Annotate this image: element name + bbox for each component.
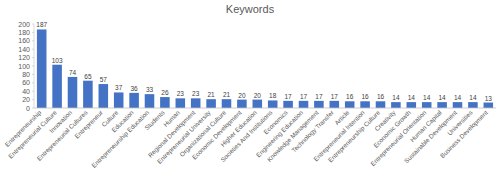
data-label: 36 xyxy=(130,85,138,92)
data-label: 187 xyxy=(36,21,47,28)
tick-label: 120 xyxy=(18,54,30,61)
tick-label: 0 xyxy=(26,105,30,112)
data-labels: 187 103 74 65 57 37 36 33 26 23 23 21 21 20 20 18 17 17 17… xyxy=(36,21,492,101)
tick-label: 200 xyxy=(18,21,30,28)
tick-label: 80 xyxy=(22,71,30,78)
chart-title: Keywords xyxy=(226,3,275,15)
data-label: 14 xyxy=(408,94,416,101)
category-label: Entrepreneurial Culture xyxy=(7,108,59,160)
data-label: 13 xyxy=(485,95,493,102)
bar xyxy=(99,84,109,108)
category-label: Entrepreneurship Culture xyxy=(327,108,383,164)
bar xyxy=(360,101,370,108)
data-label: 21 xyxy=(223,91,231,98)
bar xyxy=(422,102,432,108)
bar xyxy=(68,77,78,108)
data-label: 17 xyxy=(284,93,292,100)
bars xyxy=(37,29,493,108)
data-label: 17 xyxy=(315,93,323,100)
bar xyxy=(129,93,139,108)
category-label: Students xyxy=(143,109,166,132)
chart-svg: Keywords02040608010012014016018020018710… xyxy=(0,0,500,185)
bar xyxy=(145,94,155,108)
data-label: 20 xyxy=(254,92,262,99)
data-label: 74 xyxy=(69,69,77,76)
bar xyxy=(299,101,309,108)
bar xyxy=(114,92,124,108)
bar xyxy=(191,98,201,108)
category-label: Entrepreneurial Orientation xyxy=(369,108,428,167)
bar xyxy=(160,97,170,108)
bar xyxy=(176,98,186,108)
tick-label: 180 xyxy=(18,29,30,36)
bar xyxy=(37,29,47,108)
bar xyxy=(268,100,278,108)
bar xyxy=(391,102,401,108)
bar xyxy=(283,101,293,108)
data-label: 26 xyxy=(161,89,169,96)
data-label: 16 xyxy=(377,93,385,100)
tick-label: 140 xyxy=(18,46,30,53)
bar xyxy=(52,65,62,108)
data-label: 16 xyxy=(361,93,369,100)
data-label: 14 xyxy=(423,94,431,101)
data-label: 17 xyxy=(331,93,339,100)
bar xyxy=(237,100,247,108)
data-label: 14 xyxy=(438,94,446,101)
bar xyxy=(314,101,324,108)
tick-label: 40 xyxy=(22,88,30,95)
bar xyxy=(437,102,447,108)
x-axis: EntrepreneurshipEntrepreneurial CultureI… xyxy=(3,108,490,169)
bar xyxy=(222,99,232,108)
x-axis-line xyxy=(34,108,496,109)
chart-container: Keywords02040608010012014016018020018710… xyxy=(0,0,500,185)
category-label: Societies And Institutions xyxy=(219,109,273,163)
bar xyxy=(330,101,340,108)
data-label: 37 xyxy=(115,84,123,91)
data-label: 65 xyxy=(84,73,92,80)
category-label: Entrepreneurial University xyxy=(156,108,213,165)
data-label: 17 xyxy=(300,93,308,100)
category-label: Sustainable Development xyxy=(403,109,460,166)
data-label: 57 xyxy=(100,76,108,83)
data-label: 16 xyxy=(346,93,354,100)
data-label: 23 xyxy=(177,90,185,97)
category-label: Entrepreneurship Education xyxy=(90,108,151,169)
bar xyxy=(206,99,216,108)
data-label: 33 xyxy=(146,86,154,93)
bar xyxy=(484,103,494,108)
data-label: 103 xyxy=(52,57,63,64)
data-label: 23 xyxy=(192,90,200,97)
data-label: 14 xyxy=(454,94,462,101)
data-label: 18 xyxy=(269,92,277,99)
category-label: Entrepreneur xyxy=(73,109,105,141)
data-label: 21 xyxy=(207,91,215,98)
tick-label: 20 xyxy=(22,96,30,103)
bar xyxy=(253,100,263,108)
y-axis: 0 2040 6080100 120140 160180200 xyxy=(18,21,34,112)
bar xyxy=(407,102,417,108)
data-label: 14 xyxy=(392,94,400,101)
bar xyxy=(376,101,386,108)
tick-label: 100 xyxy=(18,63,30,70)
category-label: Business Development xyxy=(439,109,490,160)
bar xyxy=(453,102,463,108)
bar xyxy=(83,81,93,108)
bar xyxy=(468,102,478,108)
y-axis-line xyxy=(34,24,35,108)
data-label: 14 xyxy=(469,94,477,101)
tick-label: 60 xyxy=(22,79,30,86)
bar xyxy=(345,101,355,108)
data-label: 20 xyxy=(238,92,246,99)
tick-label: 160 xyxy=(18,37,30,44)
